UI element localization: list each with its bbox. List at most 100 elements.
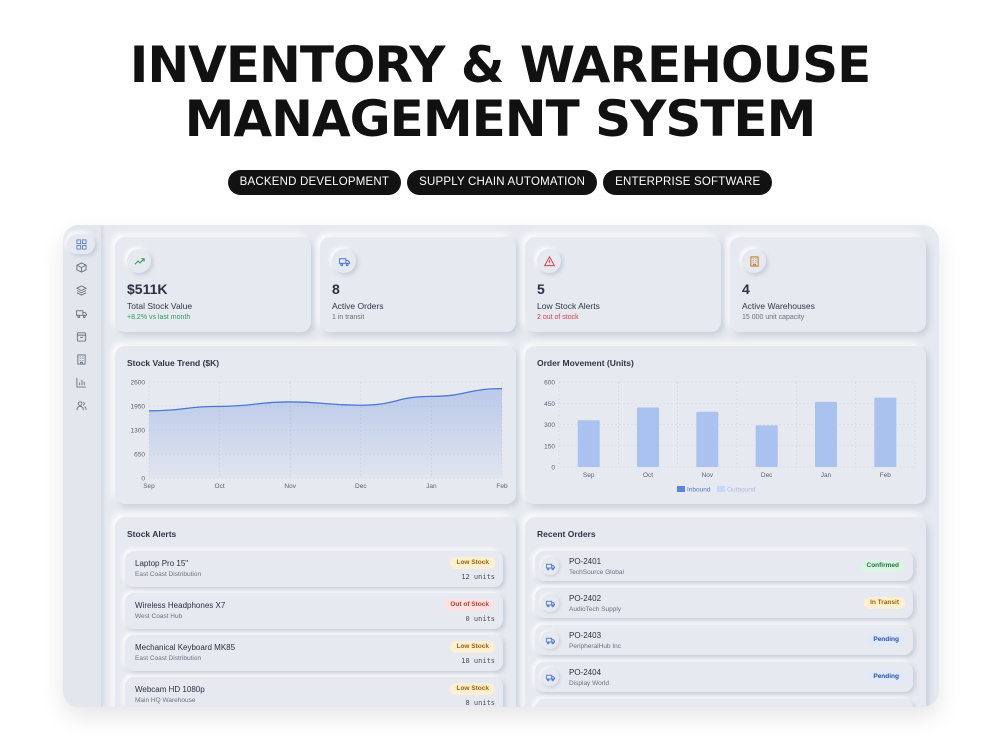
stat-label: Total Stock Value xyxy=(127,301,193,311)
order-icon-wrap xyxy=(541,594,559,612)
stat-sub: 1 in transit xyxy=(332,314,365,321)
legend-swatch-inbound xyxy=(677,486,685,492)
box-icon xyxy=(75,261,87,273)
stock-trend-card: Stock Value Trend ($K) 0 650 1300 1950 2600 S… xyxy=(115,346,516,504)
x-tick-label: Oct xyxy=(643,472,653,479)
stat-card-active-orders: 8 Active Orders 1 in transit xyxy=(320,237,516,332)
recent-orders-card: Recent Orders PO-2401 TechSource Global … xyxy=(525,517,926,707)
alert-location: East Coast Distribution xyxy=(135,571,202,578)
order-row[interactable]: PO-2402 AudioTech Supply In Transit xyxy=(535,588,913,618)
dashboard-icon xyxy=(75,238,87,250)
alert-units: 12 units xyxy=(461,573,495,581)
hero-title: INVENTORY & WAREHOUSE MANAGEMENT SYSTEM xyxy=(0,38,1000,146)
stock-alert-row[interactable]: Wireless Headphones X7 West Coast Hub Ou… xyxy=(125,593,503,629)
truck-icon xyxy=(545,563,555,570)
alert-units: 0 units xyxy=(465,615,495,623)
users-icon xyxy=(75,400,87,410)
stock-alert-row[interactable]: Mechanical Keyboard MK85 East Coast Dist… xyxy=(125,635,503,671)
status-badge: In Transit xyxy=(864,597,905,609)
stat-label: Low Stock Alerts xyxy=(537,301,600,311)
tag-supply-chain: SUPPLY CHAIN AUTOMATION xyxy=(407,170,598,195)
package-icon xyxy=(76,331,86,342)
legend-label-outbound: Outbound xyxy=(727,487,756,494)
status-badge: Out of Stock xyxy=(444,599,495,611)
stat-sub: 2 out of stock xyxy=(537,314,579,321)
x-tick-label: Sep xyxy=(583,472,595,479)
stock-alerts-title: Stock Alerts xyxy=(127,529,177,539)
status-badge: Low Stock xyxy=(450,557,495,569)
order-row[interactable]: PO-2403 PeripheralHub Inc Pending xyxy=(535,625,913,655)
bar-inbound-oct xyxy=(637,407,659,467)
stock-alert-row[interactable]: Laptop Pro 15" East Coast Distribution L… xyxy=(125,551,503,587)
layers-icon xyxy=(75,284,87,296)
stat-icon-wrap xyxy=(332,249,356,273)
stat-card-stock-value: $511K Total Stock Value +8.2% vs last mo… xyxy=(115,237,311,332)
truck-icon xyxy=(545,637,555,644)
x-tick-label: Feb xyxy=(496,483,508,490)
status-badge: Low Stock xyxy=(450,641,495,653)
stat-label: Active Warehouses xyxy=(742,301,815,311)
nav-orders[interactable] xyxy=(67,326,95,346)
alert-product-name: Mechanical Keyboard MK85 xyxy=(135,643,236,652)
tag-backend: BACKEND DEVELOPMENT xyxy=(227,170,402,195)
bar-inbound-jan xyxy=(815,401,837,467)
bar-inbound-dec xyxy=(755,425,778,467)
warehouse-icon xyxy=(76,353,86,365)
bar-inbound-sep xyxy=(577,420,600,467)
nav-shipments[interactable] xyxy=(67,303,95,323)
y-tick-label: 450 xyxy=(544,401,555,408)
order-row-partial[interactable] xyxy=(535,699,913,707)
y-tick-label: 1950 xyxy=(131,404,146,411)
order-id: PO-2401 xyxy=(569,557,602,566)
order-movement-title: Order Movement (Units) xyxy=(537,358,634,368)
stat-value: 5 xyxy=(537,281,545,297)
nav-warehouses[interactable] xyxy=(67,349,95,369)
recent-orders-title: Recent Orders xyxy=(537,529,596,539)
order-movement-chart: 0 150 300 450 600 Sep Oct Nov Dec Jan Feb Inbound Ou… xyxy=(544,380,916,494)
nav-dashboard[interactable] xyxy=(67,234,95,254)
order-vendor: AudioTech Supply xyxy=(569,606,622,613)
order-row[interactable]: PO-2401 TechSource Global Confirmed xyxy=(535,551,913,581)
alert-location: West Coast Hub xyxy=(135,613,183,620)
hero-title-line2: MANAGEMENT SYSTEM xyxy=(184,90,817,148)
stat-card-warehouses: 4 Active Warehouses 15 000 unit capacity xyxy=(730,237,926,332)
order-vendor: Display World xyxy=(569,680,609,687)
legend-label-inbound: Inbound xyxy=(687,487,711,494)
order-vendor: TechSource Global xyxy=(569,569,624,576)
stat-value: 8 xyxy=(332,281,340,297)
order-row[interactable]: PO-2404 Display World Pending xyxy=(535,662,913,692)
order-icon-wrap xyxy=(541,668,559,686)
stock-trend-title: Stock Value Trend ($K) xyxy=(127,358,220,368)
order-movement-card: Order Movement (Units) 0 150 300 450 600 Sep O… xyxy=(525,346,926,504)
truck-icon xyxy=(75,309,87,318)
tag-enterprise: ENTERPRISE SOFTWARE xyxy=(603,170,773,195)
stock-alert-row[interactable]: Webcam HD 1080p Main HQ Warehouse Low St… xyxy=(125,677,503,707)
nav-reports[interactable] xyxy=(67,372,95,392)
stat-value: $511K xyxy=(127,281,168,297)
y-tick-label: 0 xyxy=(141,476,145,483)
status-badge: Pending xyxy=(867,634,905,646)
truck-icon xyxy=(545,674,555,681)
stock-value-line xyxy=(148,387,503,412)
status-badge: Pending xyxy=(867,671,905,683)
stat-icon-wrap xyxy=(742,249,766,273)
stat-icon-wrap xyxy=(537,249,561,273)
alert-units: 8 units xyxy=(465,699,495,707)
y-tick-label: 150 xyxy=(544,443,555,450)
alert-triangle-icon xyxy=(543,255,555,266)
nav-products[interactable] xyxy=(67,257,95,277)
nav-inventory[interactable] xyxy=(67,280,95,300)
stock-trend-chart: 0 650 1300 1950 2600 Sep Oct Nov Dec Jan Feb xyxy=(131,380,508,491)
sidebar xyxy=(63,225,101,707)
warehouse-icon xyxy=(749,255,759,267)
alert-location: Main HQ Warehouse xyxy=(135,697,196,704)
order-id: PO-2403 xyxy=(569,631,602,640)
tag-list: BACKEND DEVELOPMENT SUPPLY CHAIN AUTOMAT… xyxy=(0,170,1000,195)
stat-sub: 15 000 unit capacity xyxy=(742,314,805,321)
stat-card-low-stock: 5 Low Stock Alerts 2 out of stock xyxy=(525,237,721,332)
y-tick-label: 0 xyxy=(551,465,555,472)
alert-units: 18 units xyxy=(461,657,495,665)
y-tick-label: 2600 xyxy=(131,380,146,387)
status-badge: Confirmed xyxy=(860,560,905,572)
nav-users[interactable] xyxy=(67,395,95,415)
